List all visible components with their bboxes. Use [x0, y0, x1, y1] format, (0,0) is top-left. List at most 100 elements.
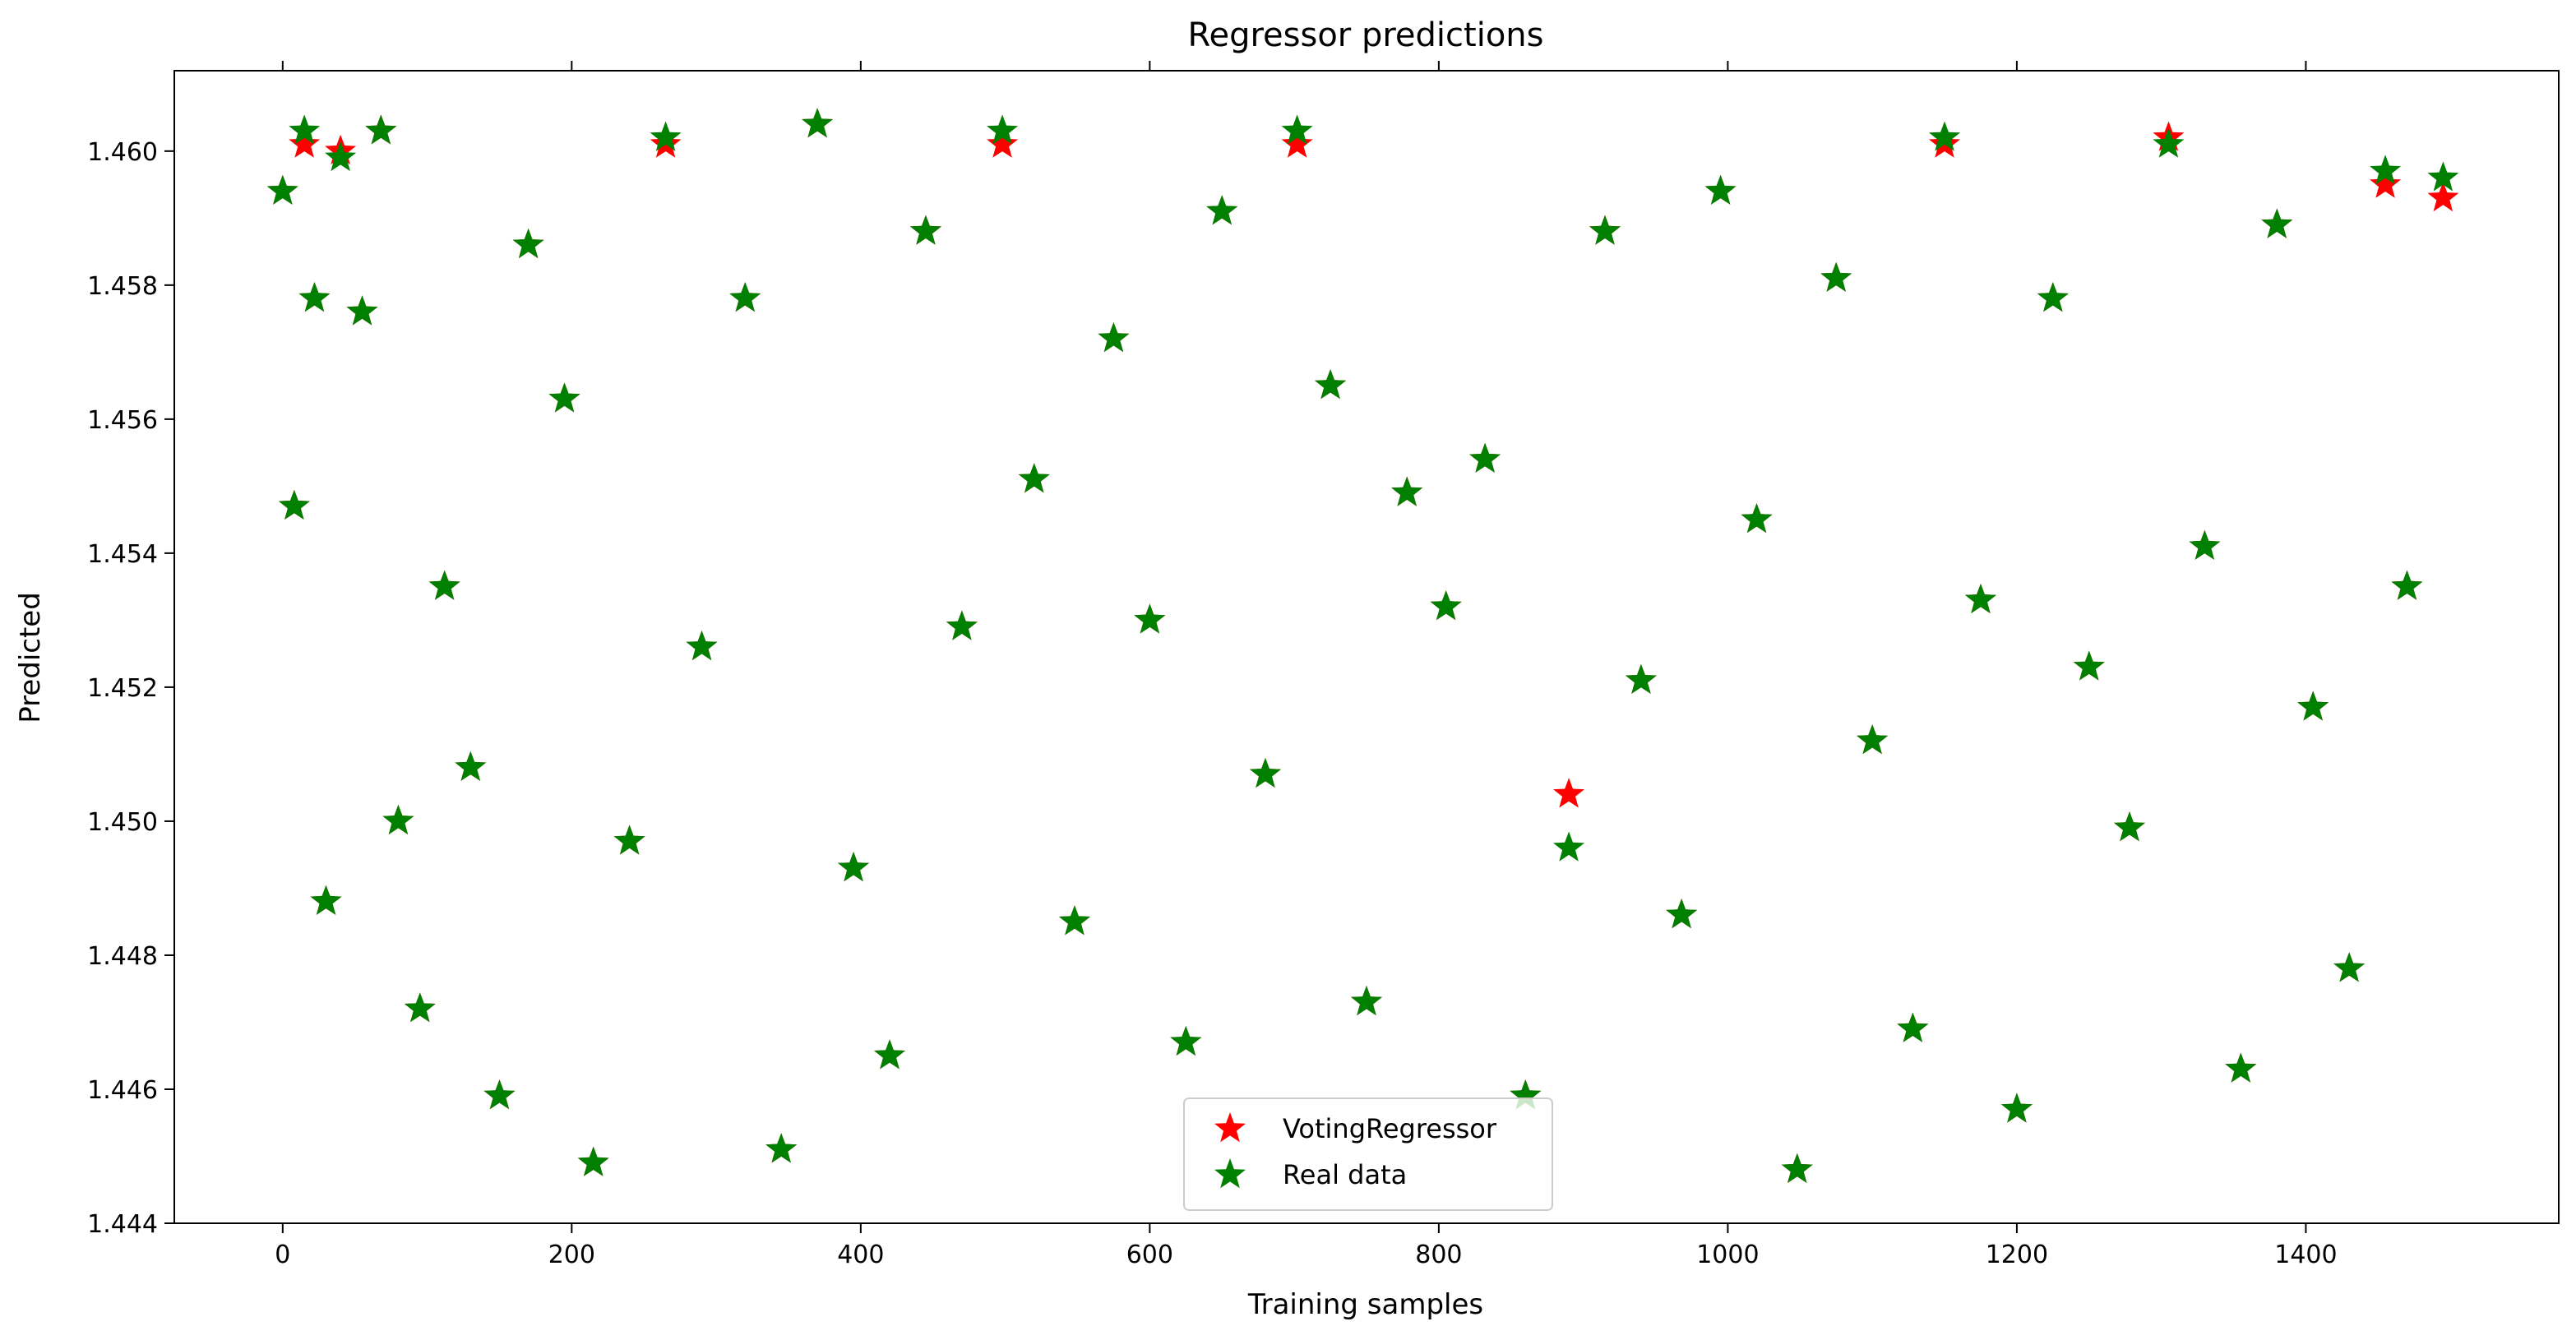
- real-data-point-44: [1666, 899, 1698, 929]
- real-data-point-64: [2391, 570, 2423, 600]
- real-data-point-65: [2427, 161, 2459, 192]
- real-data-point-7: [365, 114, 397, 145]
- real-data-point-60: [2261, 208, 2293, 238]
- y-tick-label-8: 1.460: [87, 138, 158, 167]
- real-data-point-41: [1553, 831, 1585, 862]
- y-tick-label-4: 1.452: [87, 674, 158, 703]
- real-data-point-1: [278, 489, 310, 520]
- legend: VotingRegressor Real data: [1183, 1097, 1553, 1211]
- y-axis: 1.444 1.446 1.448 1.450 1.452 1.454 1.456 1.458…: [87, 138, 174, 1239]
- predicted-point-63: [2370, 168, 2402, 198]
- x-tick-label-7: 1400: [2274, 1241, 2337, 1269]
- y-tick-label-5: 1.454: [87, 540, 158, 569]
- x-tick-label-2: 400: [837, 1241, 884, 1269]
- real-data-point-4: [310, 885, 342, 915]
- real-data-point-6: [346, 295, 378, 326]
- real-data-point-28: [1058, 905, 1090, 936]
- real-data-point-11: [455, 751, 487, 781]
- real-data-point-42: [1589, 215, 1621, 245]
- real-data-point-63: [2370, 155, 2402, 185]
- legend-box: [1183, 1097, 1553, 1211]
- real-data-point-21: [802, 108, 834, 138]
- real-data-point-3: [298, 282, 331, 312]
- real-data-point-32: [1206, 195, 1238, 225]
- real-data-point-12: [483, 1079, 516, 1110]
- real-data-point-35: [1315, 369, 1347, 400]
- real-data-point-8: [382, 804, 414, 835]
- real-data-point-45: [1704, 174, 1737, 205]
- real-data-point-49: [1857, 724, 1889, 755]
- real-data-point-37: [1391, 476, 1423, 506]
- real-data-point-57: [2153, 127, 2185, 158]
- real-data-point-18: [686, 631, 718, 661]
- predicted-point-2: [289, 127, 321, 158]
- real-data-point-48: [1820, 261, 1852, 292]
- real-data-point-43: [1625, 663, 1657, 694]
- real-data-point-20: [765, 1133, 798, 1163]
- real-data-point-29: [1098, 322, 1130, 353]
- real-data-point-50: [1897, 1012, 1929, 1042]
- x-axis-title: Training samples: [1247, 1288, 1483, 1321]
- legend-label-voting-regressor: VotingRegressor: [1283, 1113, 1497, 1144]
- real-data-point-53: [2000, 1093, 2033, 1123]
- legend-label-real-data: Real data: [1283, 1159, 1407, 1190]
- x-tick-label-4: 800: [1415, 1241, 1462, 1269]
- real-data-point-30: [1134, 603, 1166, 634]
- x-tick-label-1: 200: [548, 1241, 595, 1269]
- real-data-point-40: [1510, 1079, 1542, 1110]
- real-data-point-26: [987, 114, 1019, 145]
- real-data-point-13: [512, 228, 544, 259]
- real-data-point-47: [1781, 1153, 1813, 1183]
- y-tick-label-0: 1.444: [87, 1210, 158, 1239]
- real-data-point-36: [1351, 986, 1382, 1016]
- real-data-point-10: [428, 570, 460, 600]
- x-tick-label-5: 1000: [1696, 1241, 1759, 1269]
- predicted-point-41: [1553, 778, 1585, 808]
- real-data-point-33: [1249, 757, 1281, 788]
- x-axis: 0 200 400 600 800 1000 1200 1400: [275, 61, 2338, 1269]
- real-data-point-15: [577, 1146, 609, 1176]
- real-data-point-34: [1281, 114, 1313, 145]
- real-data-point-22: [838, 852, 870, 882]
- points-layer: [266, 108, 2459, 1183]
- y-tick-label-2: 1.448: [87, 942, 158, 971]
- predicted-point-34: [1281, 127, 1313, 158]
- x-tick-label-0: 0: [275, 1241, 290, 1269]
- y-axis-title: Predicted: [14, 592, 47, 723]
- x-tick-label-3: 600: [1126, 1241, 1173, 1269]
- real-data-point-17: [650, 121, 682, 151]
- real-data-point-19: [729, 282, 761, 312]
- real-data-point-24: [909, 215, 941, 245]
- y-tick-label-7: 1.458: [87, 272, 158, 301]
- predicted-point-65: [2427, 181, 2459, 212]
- real-data-point-2: [289, 114, 321, 145]
- real-data-point-31: [1170, 1025, 1202, 1056]
- y-tick-label-3: 1.450: [87, 808, 158, 837]
- real-data-point-52: [1964, 583, 1996, 614]
- real-data-point-62: [2333, 952, 2366, 982]
- real-data-point-51: [1929, 121, 1961, 151]
- real-data-point-59: [2225, 1052, 2257, 1083]
- real-data-point-55: [2073, 650, 2105, 681]
- predicted-point-26: [987, 127, 1019, 158]
- real-data-point-9: [404, 992, 436, 1023]
- real-data-point-38: [1430, 590, 1462, 621]
- y-tick-label-6: 1.456: [87, 406, 158, 435]
- real-data-point-54: [2037, 282, 2069, 312]
- real-data-point-14: [548, 382, 580, 413]
- real-data-point-58: [2189, 529, 2221, 560]
- legend-marker-voting-regressor: [1214, 1112, 1246, 1143]
- plot-frame: [173, 70, 2560, 1224]
- real-data-point-61: [2297, 691, 2329, 721]
- real-data-point-39: [1469, 442, 1501, 473]
- y-tick-label-1: 1.446: [87, 1076, 158, 1105]
- chart-title: Regressor predictions: [1187, 16, 1543, 54]
- real-data-point-25: [946, 610, 978, 640]
- legend-marker-real-data: [1214, 1158, 1246, 1189]
- real-data-point-16: [613, 825, 645, 855]
- real-data-point-5: [325, 141, 357, 172]
- real-data-point-27: [1018, 463, 1050, 493]
- real-data-point-23: [874, 1039, 905, 1070]
- real-data-point-0: [266, 174, 298, 205]
